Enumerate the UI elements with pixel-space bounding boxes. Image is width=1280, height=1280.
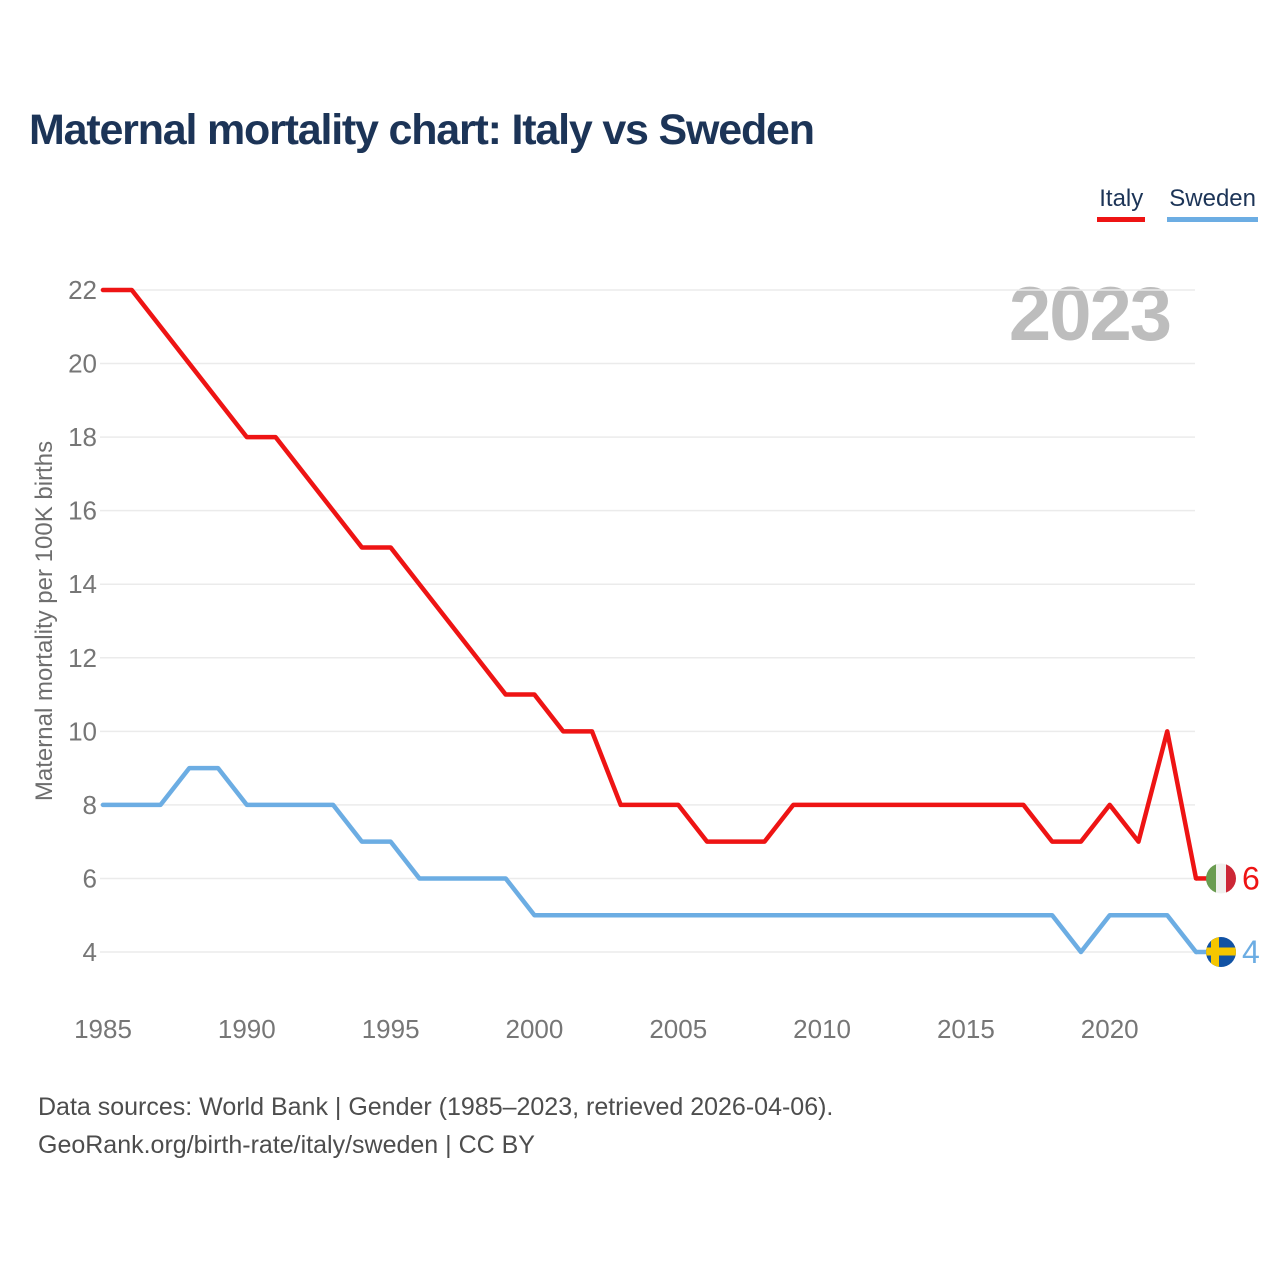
footer-source-line: Data sources: World Bank | Gender (1985–… [38, 1093, 834, 1121]
y-axis-title: Maternal mortality per 100K births [31, 441, 58, 801]
end-value-label-sweden: 4 [1242, 934, 1260, 970]
y-tick-label: 18 [68, 422, 97, 452]
legend-item-italy[interactable]: Italy [1097, 185, 1146, 222]
page-title: Maternal mortality chart: Italy vs Swede… [29, 106, 815, 154]
footer-link-line: GeoRank.org/birth-rate/italy/sweden | CC… [38, 1131, 535, 1159]
x-tick-label: 2015 [937, 1014, 995, 1044]
legend-underline [1097, 217, 1146, 222]
y-tick-label: 16 [68, 496, 97, 526]
y-tick-label: 20 [68, 349, 97, 379]
end-value-label-italy: 6 [1242, 860, 1260, 896]
legend-item-sweden[interactable]: Sweden [1167, 185, 1258, 222]
y-tick-label: 12 [68, 643, 97, 673]
y-tick-label: 8 [83, 790, 97, 820]
y-tick-label: 6 [83, 863, 97, 893]
italy-flag-icon [1206, 863, 1236, 894]
legend-label-sweden: Sweden [1169, 185, 1256, 212]
x-tick-label: 2000 [506, 1014, 564, 1044]
sweden-flag-icon [1206, 937, 1236, 967]
x-tick-label: 2010 [793, 1014, 851, 1044]
footer: Data sources: World Bank | Gender (1985–… [38, 1088, 833, 1164]
x-tick-label: 1990 [218, 1014, 276, 1044]
legend-label-italy: Italy [1099, 185, 1144, 212]
x-tick-label: 2020 [1081, 1014, 1139, 1044]
legend-underline [1167, 217, 1258, 222]
y-tick-label: 10 [68, 716, 97, 746]
series-line-sweden [100, 765, 1199, 955]
x-tick-label: 1995 [362, 1014, 420, 1044]
x-tick-label: 1985 [74, 1014, 132, 1044]
series-line-italy [100, 287, 1199, 881]
legend: Italy Sweden [1097, 185, 1258, 222]
y-tick-label: 4 [83, 937, 97, 967]
watermark-year: 2023 [1008, 272, 1172, 357]
y-tick-label: 22 [68, 275, 97, 305]
y-tick-label: 14 [68, 569, 97, 599]
x-tick-label: 2005 [649, 1014, 707, 1044]
